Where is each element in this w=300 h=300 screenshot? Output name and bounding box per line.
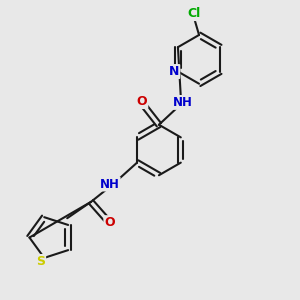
Text: NH: NH: [173, 96, 193, 109]
Text: S: S: [36, 255, 45, 268]
Text: O: O: [137, 95, 147, 108]
Text: O: O: [104, 216, 115, 229]
Text: Cl: Cl: [187, 7, 200, 20]
Text: N: N: [169, 65, 179, 78]
Text: NH: NH: [100, 178, 120, 190]
